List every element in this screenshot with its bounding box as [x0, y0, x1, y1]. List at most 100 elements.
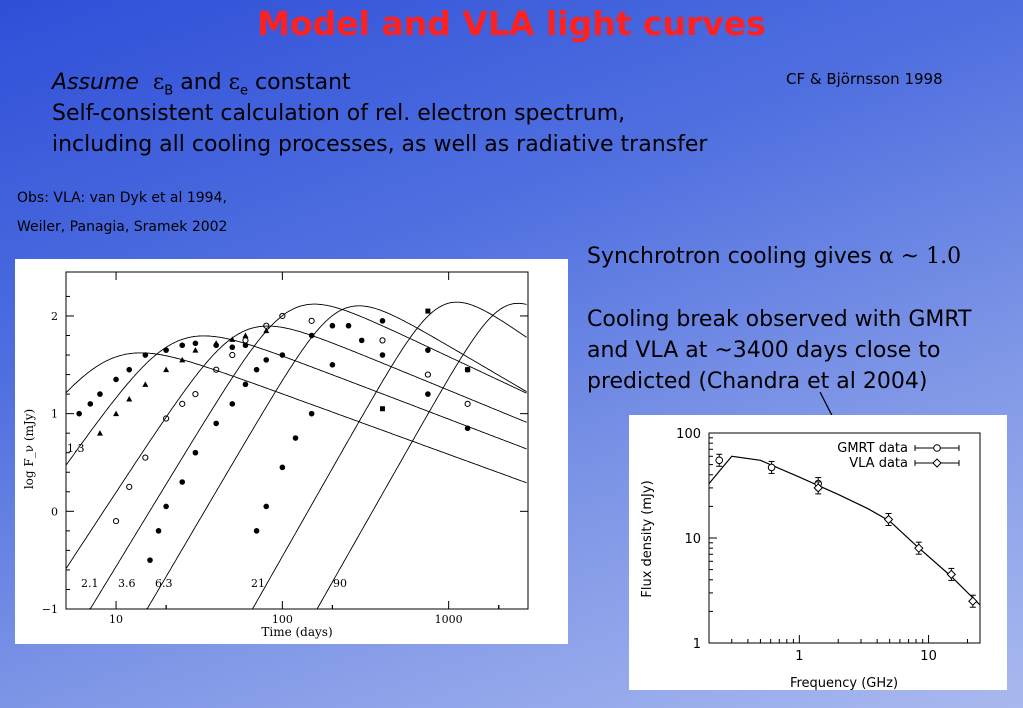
data-point: [345, 322, 352, 329]
data-point: [142, 352, 149, 358]
sp-x-tick-label: 1: [795, 649, 803, 664]
data-point: [379, 318, 386, 324]
cooling-line-2: and VLA at ~3400 days close to: [587, 338, 941, 363]
sp-x-tick-label: 10: [920, 649, 937, 664]
data-point: [96, 430, 103, 436]
data-point: [142, 381, 149, 387]
data-point: [308, 410, 315, 417]
lc-series-90: [379, 308, 471, 412]
lc-series-2.1: [96, 327, 270, 436]
lc-model-curve: [65, 352, 527, 484]
data-point: [192, 391, 199, 398]
data-point: [179, 342, 186, 349]
data-point: [192, 449, 199, 456]
data-point: [229, 351, 236, 359]
data-point: [192, 347, 199, 353]
sp-y-tick-label: 10: [684, 532, 701, 547]
data-point: [192, 340, 199, 347]
data-point: [213, 340, 220, 346]
data-point: [425, 347, 431, 353]
data-point: [263, 327, 270, 334]
sim-symbol: ~: [900, 244, 920, 269]
spectrum-points: [715, 453, 978, 608]
sp-y-tick-label: 100: [676, 427, 701, 442]
data-point: [229, 401, 236, 407]
lc-x-tick-label: 1000: [435, 613, 463, 626]
data-point: [163, 366, 170, 373]
lc-curve-label: 1.3: [67, 442, 85, 455]
sp-y-label: Flux density (mJy): [640, 480, 655, 597]
lc-series-3.6: [112, 312, 471, 525]
lc-y-tick-label: 0: [51, 505, 58, 518]
calc-line: Self-consistent calculation of rel. elec…: [52, 101, 626, 126]
data-point: [112, 517, 120, 525]
data-point: [263, 357, 270, 363]
alpha-symbol: α: [878, 244, 894, 269]
lc-x-tick-label: 100: [272, 613, 293, 626]
lc-model-curve: [237, 301, 527, 610]
lc-y-tick-label: 2: [51, 310, 58, 323]
light-curve-panel: 1.3 2.1 3.6 6.3 21 90 10 100 1000 −1 0 1 2 Time (da…: [15, 259, 568, 644]
constant-word: constant: [255, 70, 351, 95]
data-point: [308, 317, 315, 324]
lc-model-curve: [72, 303, 527, 610]
data-point: [179, 356, 186, 363]
lc-model-curve: [65, 335, 527, 466]
data-point: [229, 344, 236, 351]
slide-title: Model and VLA light curves: [257, 4, 766, 43]
legend-marker: [932, 458, 942, 468]
data-point: [253, 528, 260, 534]
data-point: [329, 322, 336, 329]
data-point: [213, 420, 219, 427]
data-point: [229, 336, 236, 342]
light-curve-chart: 1.3 2.1 3.6 6.3 21 90 10 100 1000 −1 0 1 2 Time (da…: [22, 271, 529, 639]
lc-y-tick-label: −1: [42, 603, 58, 616]
and-word: and: [180, 70, 222, 95]
lc-curve-label: 6.3: [155, 577, 173, 590]
data-point: [163, 415, 170, 422]
data-point: [113, 410, 120, 417]
data-point: [379, 352, 386, 358]
data-point: [379, 337, 386, 344]
data-point: [279, 464, 286, 471]
light-curve-points: [76, 308, 471, 563]
data-point: [425, 308, 431, 314]
data-point: [213, 366, 220, 373]
sync-prefix: Synchrotron cooling gives: [587, 244, 872, 269]
data-point: [163, 347, 169, 353]
data-point: [242, 337, 249, 344]
lc-series-1.3: [76, 340, 249, 417]
data-point: [465, 367, 471, 373]
data-point: [142, 454, 149, 461]
obs-line-2: Weiler, Panagia, Sramek 2002: [17, 219, 228, 235]
model-curves: 1.3 2.1 3.6 6.3 21 90: [65, 301, 527, 610]
epsilon-b-subscript: B: [164, 83, 174, 99]
spectrum-model: [708, 455, 981, 606]
data-point: [329, 361, 336, 368]
assume-line: Assume εB and εe constant: [52, 70, 351, 98]
lc-curve-label: 2.1: [81, 577, 99, 590]
obs-line-1: Obs: VLA: van Dyk et al 1994,: [17, 190, 227, 206]
data-point: [263, 322, 270, 329]
data-point: [113, 376, 119, 383]
plot-frame: [65, 271, 529, 610]
spectrum-model-line: [708, 455, 981, 606]
data-point: [425, 391, 431, 397]
spectrum-panel: 1 10 1 10 100 GMRT data VLA data Frequency (G…: [629, 415, 1007, 691]
data-point: [914, 543, 924, 553]
lc-model-curve: [300, 302, 527, 610]
data-point: [464, 425, 471, 432]
data-point: [424, 371, 431, 378]
data-point: [358, 337, 365, 344]
cooling-line-3: predicted (Chandra et al 2004): [587, 369, 928, 394]
data-point: [464, 400, 471, 407]
data-point: [292, 435, 299, 441]
data-point: [126, 483, 133, 490]
data-point: [883, 514, 894, 525]
lc-curve-label: 21: [251, 577, 265, 590]
lc-curve-label: 3.6: [118, 577, 136, 590]
data-point: [179, 400, 186, 407]
data-point: [279, 352, 286, 358]
